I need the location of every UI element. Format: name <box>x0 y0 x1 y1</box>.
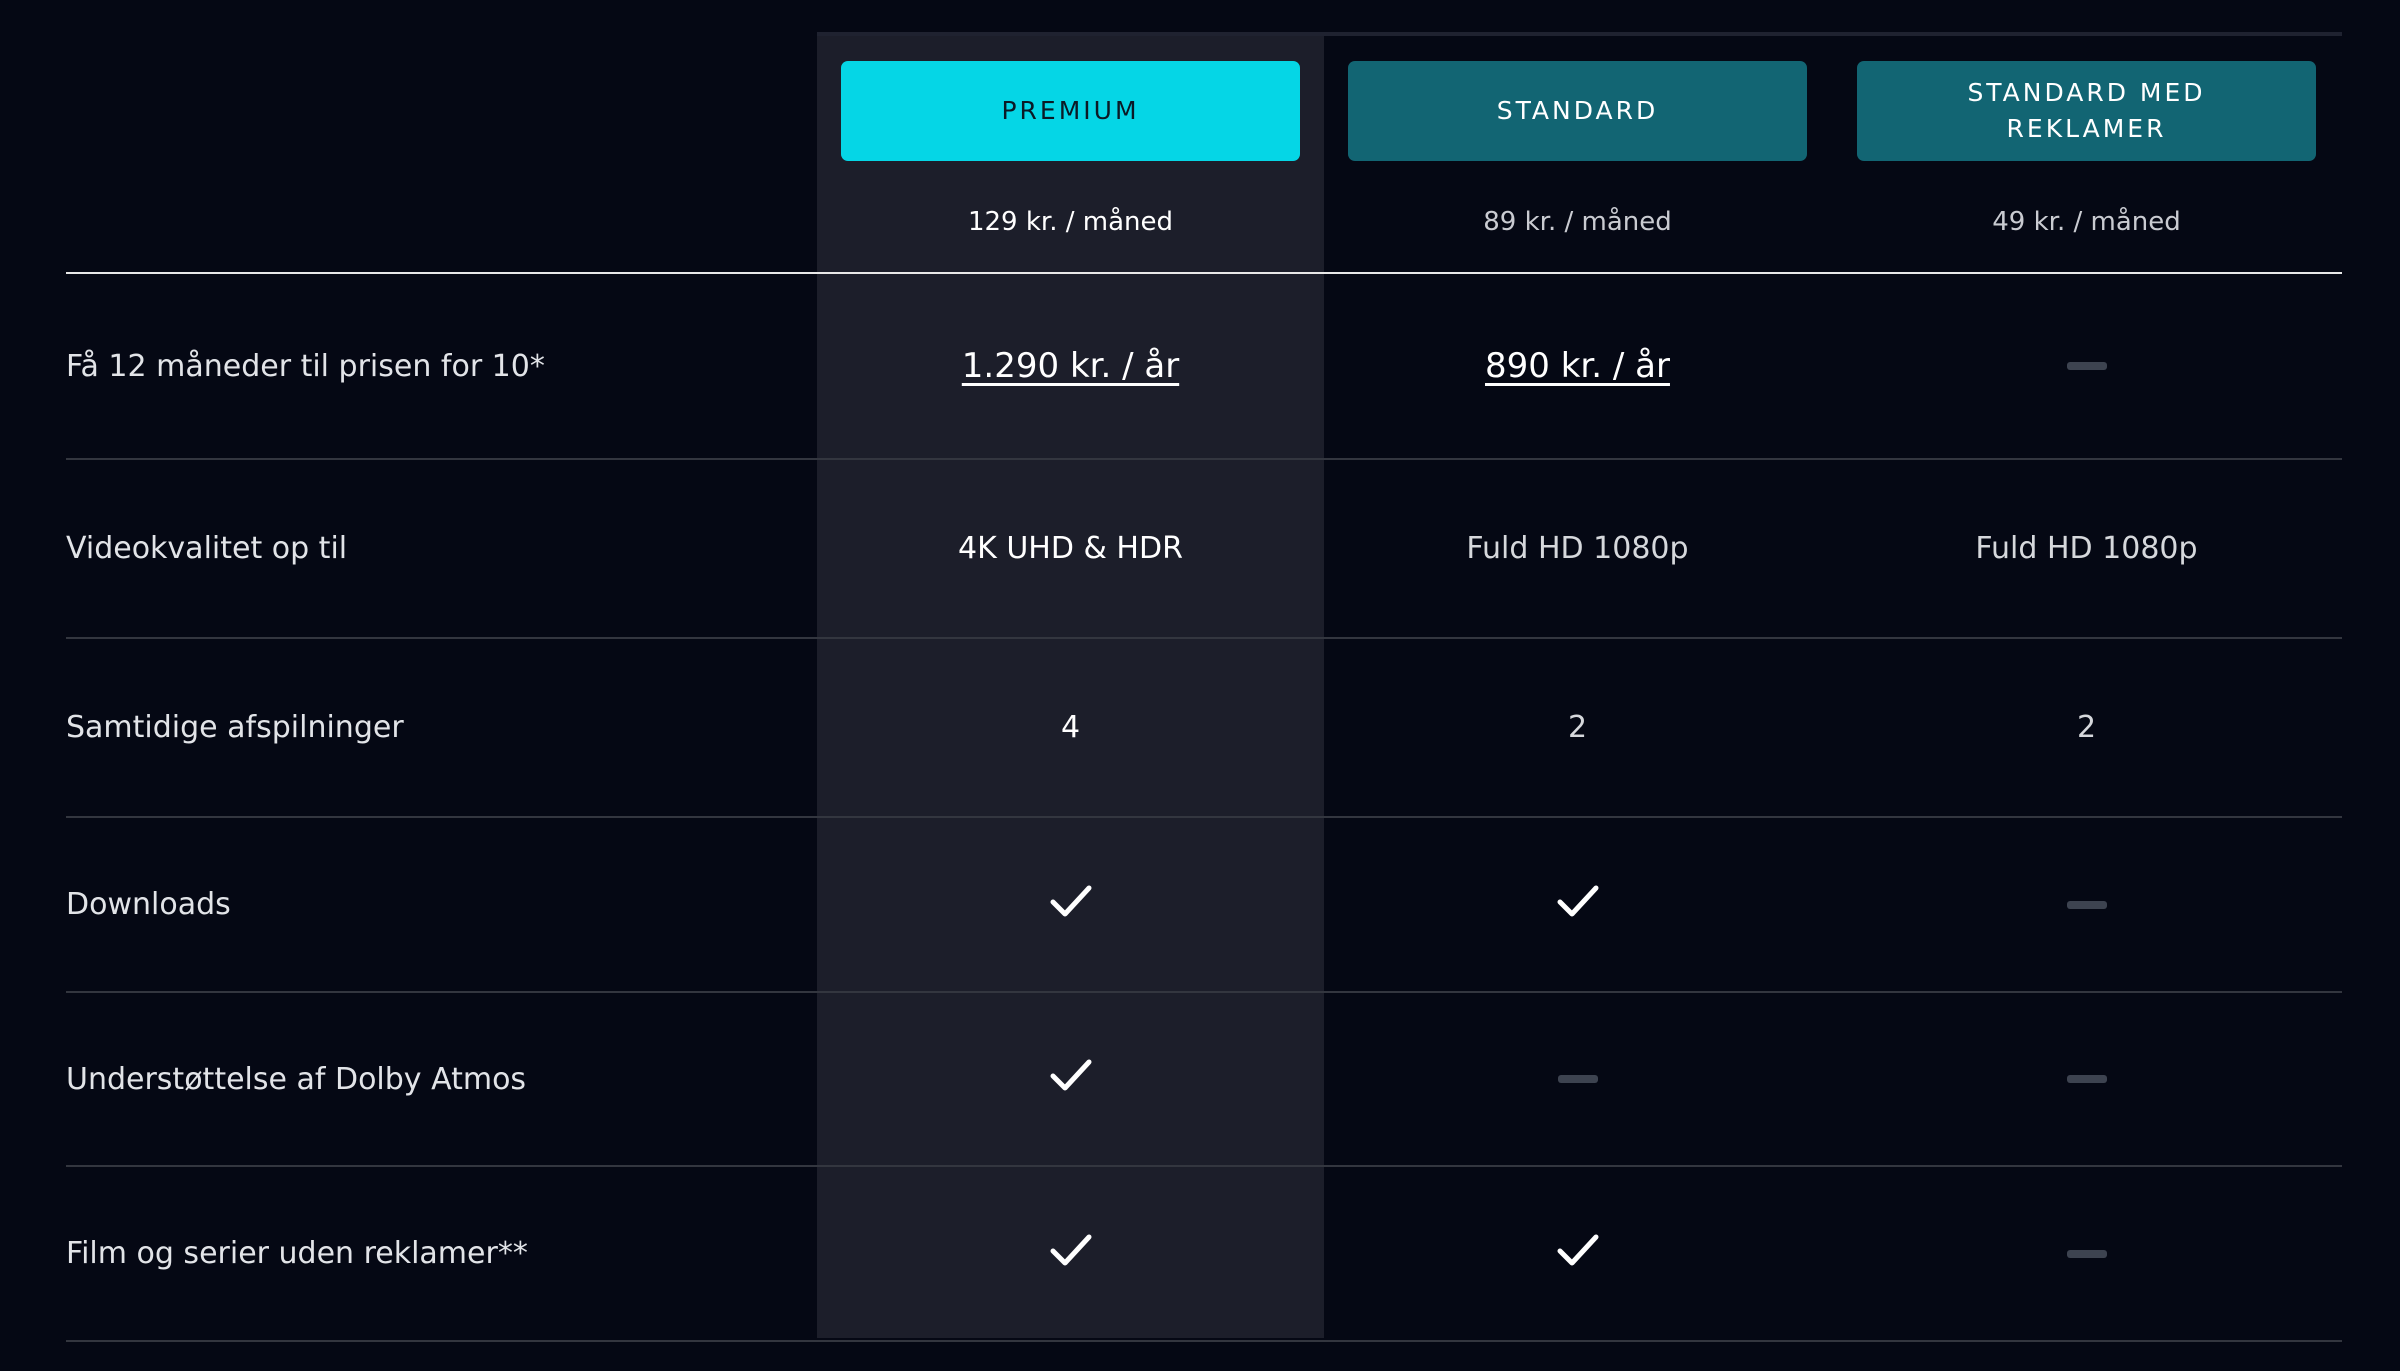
feature-label: Film og serier uden reklamer** <box>66 1236 528 1271</box>
plan-cell: 4 <box>817 710 1324 745</box>
plan-cell: Fuld HD 1080p <box>1324 531 1831 566</box>
feature-value: 2 <box>2076 710 2097 745</box>
table-header: PREMIUM 129 kr. / måned STANDARD 89 kr. … <box>66 36 2342 274</box>
table-top-border <box>817 32 2342 36</box>
table-row: Understøttelse af Dolby Atmos <box>66 993 2342 1167</box>
plan-header-standard: STANDARD 89 kr. / måned <box>1324 36 1831 272</box>
table-row: Få 12 måneder til prisen for 10* 1.290 kr… <box>66 274 2342 460</box>
header-empty-cell <box>66 36 817 272</box>
dash-icon <box>2066 900 2107 909</box>
plan-button-standard[interactable]: STANDARD <box>1348 61 1807 161</box>
plan-cell <box>1324 1075 1831 1083</box>
feature-label: Samtidige afspilninger <box>66 710 404 745</box>
plan-cell <box>1831 362 2342 370</box>
premium-column-highlight <box>817 32 1324 1338</box>
plan-cell: Fuld HD 1080p <box>1831 531 2342 566</box>
plan-header-standard-ads: STANDARD MED REKLAMER 49 kr. / måned <box>1831 36 2342 272</box>
dash-icon <box>2066 1075 2107 1083</box>
feature-value: 4K UHD & HDR <box>958 531 1183 566</box>
plan-button-premium[interactable]: PREMIUM <box>841 61 1300 161</box>
table-row: Videokvalitet op til 4K UHD & HDR Fuld HD … <box>66 460 2342 639</box>
plan-price: 129 kr. / måned <box>967 207 1174 237</box>
check-icon <box>1049 1057 1093 1101</box>
plan-cell <box>1831 900 2342 909</box>
plan-cell: 1.290 kr. / år <box>817 346 1324 386</box>
table-row: Downloads <box>66 818 2342 993</box>
feature-label: Videokvalitet op til <box>66 531 348 566</box>
plan-cell <box>817 883 1324 927</box>
dash-icon <box>2066 362 2107 370</box>
plan-cell: 890 kr. / år <box>1324 346 1831 386</box>
check-icon <box>1049 1232 1093 1276</box>
check-icon <box>1049 883 1093 927</box>
plan-cell <box>817 1057 1324 1101</box>
check-icon <box>1556 1232 1600 1276</box>
annual-price-link[interactable]: 890 kr. / år <box>1485 346 1670 386</box>
feature-label: Få 12 måneder til prisen for 10* <box>66 348 545 384</box>
feature-value: 2 <box>1567 710 1588 745</box>
plan-cell <box>1324 883 1831 927</box>
check-icon <box>1556 883 1600 927</box>
plan-cell <box>1831 1075 2342 1083</box>
plan-cell: 2 <box>1324 710 1831 745</box>
plan-button-standard-with-ads[interactable]: STANDARD MED REKLAMER <box>1857 61 2316 161</box>
feature-label: Downloads <box>66 887 231 922</box>
dash-icon <box>1557 1075 1598 1083</box>
annual-price-link[interactable]: 1.290 kr. / år <box>961 346 1180 386</box>
plan-price: 49 kr. / måned <box>1992 207 2181 237</box>
plan-cell <box>1831 1249 2342 1258</box>
plan-price: 89 kr. / måned <box>1483 207 1672 237</box>
plan-cell <box>817 1232 1324 1276</box>
dash-icon <box>2066 1249 2107 1258</box>
feature-value: 4 <box>1060 710 1081 745</box>
plan-cell: 2 <box>1831 710 2342 745</box>
plan-header-premium: PREMIUM 129 kr. / måned <box>817 36 1324 272</box>
feature-value: Fuld HD 1080p <box>1975 531 2198 566</box>
table-row: Film og serier uden reklamer** <box>66 1167 2342 1342</box>
table-row: Samtidige afspilninger 4 2 2 <box>66 639 2342 818</box>
plan-cell: 4K UHD & HDR <box>817 531 1324 566</box>
feature-label: Understøttelse af Dolby Atmos <box>66 1061 527 1097</box>
feature-value: Fuld HD 1080p <box>1466 531 1689 566</box>
plan-cell <box>1324 1232 1831 1276</box>
plan-comparison-table: PREMIUM 129 kr. / måned STANDARD 89 kr. … <box>66 36 2342 1342</box>
